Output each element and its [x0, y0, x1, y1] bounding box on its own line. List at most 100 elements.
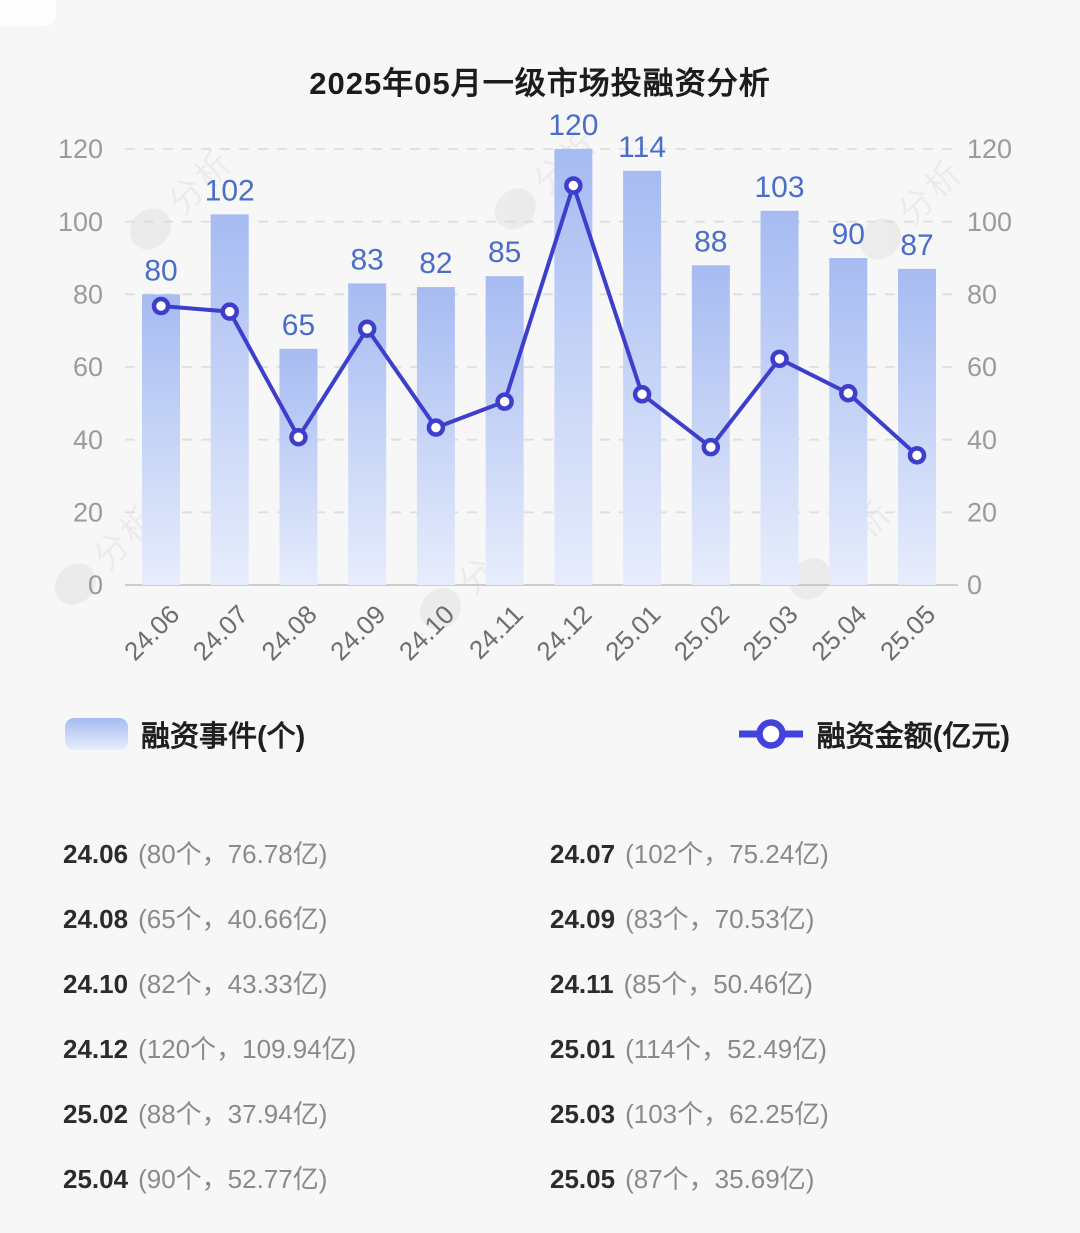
x-axis-label: 25.03 — [737, 599, 804, 666]
bar-value-label: 82 — [419, 247, 452, 280]
stat-row: 25.05 (87个，35.69亿) — [550, 1159, 1017, 1196]
x-axis-label: 25.01 — [599, 599, 666, 666]
stat-period: 25.05 — [550, 1164, 616, 1194]
y-axis-label-left: 120 — [58, 134, 103, 164]
y-axis-label-right: 0 — [967, 570, 982, 600]
watermark-logo-blob — [789, 558, 831, 600]
data-point-marker — [220, 302, 239, 321]
bar-value-label: 114 — [618, 131, 666, 164]
stat-period: 24.07 — [550, 839, 616, 869]
stat-period: 25.03 — [550, 1099, 616, 1129]
legend: 融资事件(个) 融资金额(亿元) — [65, 713, 1010, 755]
data-point-marker — [907, 446, 927, 465]
data-point-marker — [289, 428, 308, 447]
stat-period: 24.06 — [63, 839, 129, 869]
y-axis-label-left: 100 — [58, 207, 103, 237]
stat-detail: (120个，109.94亿) — [138, 1034, 357, 1064]
watermark-text: 分析 — [892, 153, 971, 232]
legend-item-line-series: 融资金额(亿元) — [738, 713, 1010, 755]
stat-detail: (103个，62.25亿) — [625, 1099, 829, 1129]
combo-chart: 分析分析分析分析分析分析0020204040606080801001001201… — [54, 109, 1012, 666]
bar — [485, 276, 524, 585]
stat-period: 24.08 — [63, 904, 129, 934]
y-axis-label-right: 20 — [967, 498, 997, 528]
x-axis-label: 24.08 — [255, 599, 322, 666]
stat-row: 25.04 (90个，52.77亿) — [63, 1159, 550, 1196]
stat-detail: (90个，52.77亿) — [138, 1164, 328, 1194]
bar — [691, 265, 730, 585]
x-axis-label: 24.11 — [463, 599, 529, 665]
bar-value-label: 85 — [488, 236, 521, 269]
bar-value-label: 90 — [832, 218, 865, 251]
corner-patch — [0, 0, 56, 26]
stat-row: 24.11 (85个，50.46亿) — [550, 964, 1017, 1001]
watermark-logo-blob — [419, 588, 461, 630]
bar-value-label: 80 — [144, 254, 177, 287]
stat-row: 25.01 (114个，52.49亿) — [550, 1029, 1017, 1066]
watermark-logo-blob — [54, 563, 96, 605]
stat-row: 24.12 (120个，109.94亿) — [63, 1029, 550, 1066]
stat-row: 24.07 (102个，75.24亿) — [550, 834, 1017, 871]
stat-row: 24.09 (83个，70.53亿) — [550, 899, 1017, 936]
x-axis-label: 24.06 — [118, 599, 185, 666]
y-axis-label-left: 0 — [88, 570, 103, 600]
bar-value-label: 103 — [755, 171, 805, 204]
stat-row: 25.02 (88个，37.94亿) — [63, 1094, 550, 1131]
stat-row: 25.03 (103个，62.25亿) — [550, 1094, 1017, 1131]
watermark-logo-blob — [494, 188, 536, 230]
stat-period: 25.04 — [63, 1164, 129, 1194]
stat-period: 24.12 — [63, 1034, 129, 1064]
bar-value-label: 65 — [282, 309, 315, 342]
x-axis-label: 24.12 — [530, 599, 597, 666]
bar-value-label: 87 — [900, 229, 933, 262]
y-axis-label-left: 60 — [73, 352, 103, 382]
stat-detail: (83个，70.53亿) — [625, 904, 815, 934]
data-point-marker — [495, 392, 514, 411]
data-point-marker — [151, 296, 171, 316]
line-marker-icon — [738, 719, 803, 749]
stat-detail: (82个，43.33亿) — [138, 969, 328, 999]
y-axis-label-left: 80 — [73, 280, 103, 310]
stat-detail: (87个，35.69亿) — [625, 1164, 815, 1194]
bar — [142, 294, 180, 585]
stat-row: 24.08 (65个，40.66亿) — [63, 899, 550, 936]
data-point-marker — [564, 176, 583, 195]
bar — [210, 214, 249, 585]
bar-value-label: 88 — [694, 225, 727, 258]
legend-bar-label: 融资事件(个) — [141, 721, 306, 753]
bar-value-label: 120 — [548, 109, 598, 142]
y-axis-label-right: 100 — [967, 207, 1012, 237]
y-axis-label-left: 20 — [73, 498, 103, 528]
stat-detail: (65个，40.66亿) — [138, 904, 328, 934]
stat-period: 25.01 — [550, 1034, 616, 1064]
y-axis-label-right: 40 — [967, 425, 997, 455]
y-axis-label-right: 60 — [967, 352, 997, 382]
stat-period: 24.11 — [550, 969, 614, 999]
x-axis-label: 25.05 — [874, 599, 941, 666]
bar-value-label: 102 — [205, 174, 255, 207]
bar-value-label: 83 — [350, 243, 383, 276]
stat-detail: (85个，50.46亿) — [623, 969, 813, 999]
bar — [898, 268, 936, 585]
x-axis-label: 24.07 — [187, 599, 254, 666]
bar — [760, 210, 799, 585]
bar — [279, 348, 318, 585]
data-point-marker — [839, 384, 858, 403]
stat-period: 25.02 — [63, 1099, 129, 1129]
line-series — [159, 183, 919, 458]
y-axis-label-right: 80 — [967, 280, 997, 310]
bar — [829, 258, 868, 585]
legend-line-label: 融资金额(亿元) — [816, 721, 1010, 753]
data-point-marker — [770, 349, 789, 369]
data-point-marker — [426, 418, 446, 437]
stat-detail: (80个，76.78亿) — [138, 839, 328, 869]
y-axis-label-left: 40 — [73, 425, 103, 455]
chart-title: 2025年05月一级市场投融资分析 — [309, 66, 771, 101]
stat-detail: (102个，75.24亿) — [625, 839, 829, 869]
bar — [623, 170, 662, 586]
stats-list: 24.06 (80个，76.78亿) 24.07 (102个，75.24亿) 24.08… — [63, 820, 1017, 1210]
stat-detail: (88个，37.94亿) — [138, 1099, 328, 1129]
y-axis-label-right: 120 — [967, 134, 1012, 164]
legend-item-bar-series: 融资事件(个) — [65, 713, 305, 755]
